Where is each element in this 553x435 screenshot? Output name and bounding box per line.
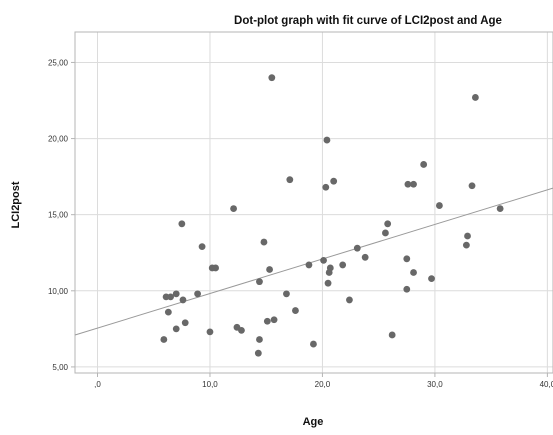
data-point <box>310 340 317 348</box>
x-tick-label: ,0 <box>94 380 101 389</box>
data-point <box>178 220 186 228</box>
data-point <box>436 202 443 209</box>
data-point <box>167 293 175 301</box>
horizontal-gridlines <box>75 61 553 368</box>
data-point <box>238 326 245 334</box>
data-point <box>230 205 237 212</box>
data-point <box>164 308 172 316</box>
fit-line <box>74 187 553 336</box>
data-point <box>286 176 294 184</box>
data-point <box>305 261 313 269</box>
data-point <box>384 220 392 228</box>
data-point <box>263 317 271 325</box>
data-point <box>410 180 417 188</box>
data-point <box>254 349 262 357</box>
y-tick-label: 15,00 <box>48 211 69 220</box>
data-point <box>266 266 273 273</box>
x-tick-label: 20,0 <box>315 380 331 389</box>
data-point <box>260 238 268 246</box>
data-point <box>330 177 338 185</box>
data-point <box>339 261 347 269</box>
data-point <box>181 319 189 327</box>
data-point <box>324 279 332 287</box>
data-point <box>179 296 187 304</box>
y-tick-label: 20,00 <box>48 135 69 144</box>
data-point <box>346 296 353 304</box>
data-point <box>410 269 417 276</box>
data-point <box>326 264 334 272</box>
data-point <box>468 182 476 190</box>
x-tick-label: 40,0 <box>540 380 553 389</box>
data-point <box>270 316 278 324</box>
y-axis-label: LCI2post <box>10 181 22 228</box>
data-point <box>283 290 290 298</box>
data-point <box>403 285 411 293</box>
data-point <box>428 275 435 283</box>
data-point <box>382 229 389 237</box>
x-tick-label: 30,0 <box>427 380 443 389</box>
data-point <box>420 161 428 168</box>
data-point <box>256 336 263 343</box>
data-point <box>160 336 168 343</box>
y-tick-label: 5,00 <box>52 363 68 372</box>
x-axis-label: Age <box>303 416 324 428</box>
y-tick-label: 25,00 <box>48 58 69 67</box>
data-point <box>198 243 206 251</box>
data-point <box>292 307 299 314</box>
y-tick-label: 10,00 <box>48 287 69 296</box>
x-tick-label: 10,0 <box>202 380 218 389</box>
data-point <box>471 94 479 101</box>
x-axis-ticks: ,0 10,0 20,0 30,0 40,0 <box>94 373 553 389</box>
data-point <box>388 331 396 339</box>
data-point <box>268 74 276 82</box>
vertical-gridlines <box>96 32 548 373</box>
data-point <box>206 328 214 336</box>
data-point <box>194 290 201 298</box>
data-point <box>462 241 470 249</box>
data-point <box>404 180 412 188</box>
data-point <box>323 136 331 144</box>
data-point <box>361 253 369 261</box>
data-point <box>172 325 180 333</box>
data-point <box>322 183 330 191</box>
data-point <box>320 256 327 264</box>
plot-frame <box>74 31 553 374</box>
data-point <box>212 264 219 272</box>
data-point <box>496 205 504 212</box>
y-axis-ticks: 5,00 10,00 15,00 20,00 25,00 <box>48 58 75 372</box>
data-point <box>464 232 471 240</box>
data-point <box>256 278 263 286</box>
data-point <box>353 244 361 252</box>
data-point <box>403 255 411 263</box>
data-points <box>160 74 504 357</box>
data-point <box>172 290 180 298</box>
chart-title: Dot-plot graph with fit curve of LCI2pos… <box>234 15 502 27</box>
